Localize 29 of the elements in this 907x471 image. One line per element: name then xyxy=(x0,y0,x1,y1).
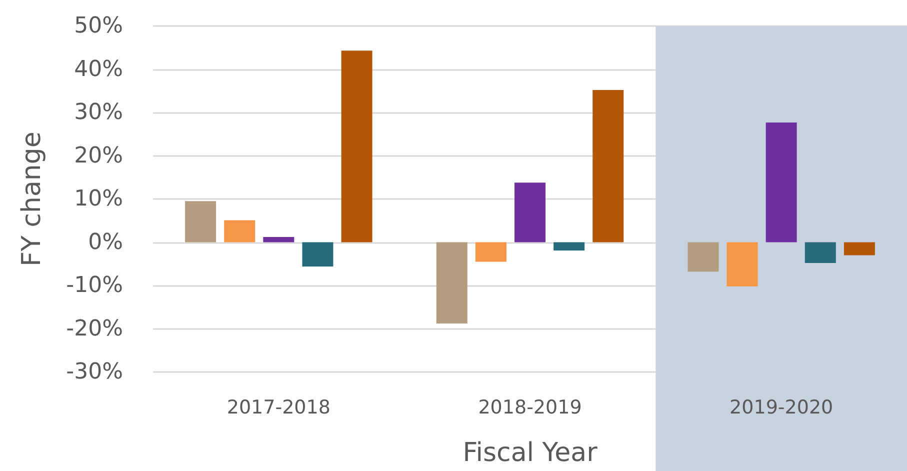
x-tick-label: 2017-2018 xyxy=(226,396,330,418)
bar xyxy=(554,242,585,250)
bar xyxy=(844,242,875,256)
x-tick-label: 2018-2019 xyxy=(478,396,582,418)
y-tick-label: -20% xyxy=(66,316,123,342)
bar xyxy=(263,237,294,242)
y-tick-label: -30% xyxy=(66,360,123,384)
x-axis-title: Fiscal Year xyxy=(462,438,598,468)
bar xyxy=(688,242,719,272)
bar xyxy=(436,242,468,324)
bar xyxy=(224,220,256,242)
bar xyxy=(592,90,624,242)
bar xyxy=(475,242,506,262)
bar xyxy=(726,242,758,286)
bar xyxy=(804,242,836,264)
y-tick-label: 20% xyxy=(74,143,123,168)
y-tick-label: 30% xyxy=(74,100,123,125)
y-tick-label: -10% xyxy=(66,273,123,298)
bar xyxy=(302,242,334,266)
y-tick-label: 50% xyxy=(74,14,123,38)
bar xyxy=(341,50,372,242)
bar xyxy=(514,182,546,242)
x-tick-label: 2019-2020 xyxy=(730,396,834,418)
y-tick-label: 10% xyxy=(74,186,123,212)
y-tick-label: 40% xyxy=(74,56,123,82)
y-tick-label: 0% xyxy=(88,230,123,255)
bar xyxy=(766,122,797,242)
bar xyxy=(185,201,216,242)
y-axis-title: FY change xyxy=(17,132,47,266)
